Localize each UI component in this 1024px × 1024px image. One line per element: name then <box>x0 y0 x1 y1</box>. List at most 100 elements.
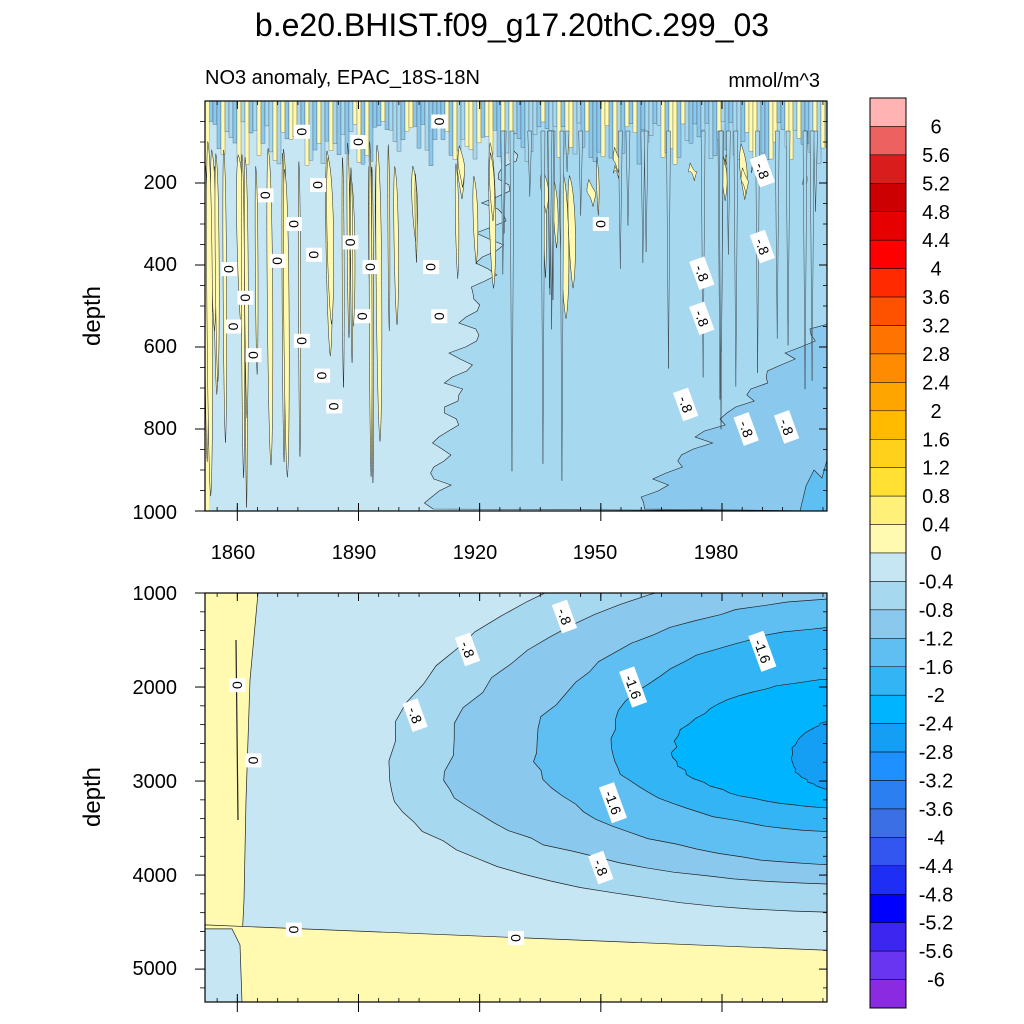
contour-label-text: 0 <box>593 220 609 228</box>
colorbar-label: 4 <box>930 259 941 281</box>
contour-label: 0 <box>362 260 379 275</box>
surface-noise <box>272 101 278 161</box>
surface-noise <box>344 101 350 154</box>
contour-label: -.8 <box>551 599 578 634</box>
field-neg04 <box>205 928 243 1002</box>
colorbar-box <box>869 552 907 582</box>
surface-noise <box>388 101 394 131</box>
streak-neg08 <box>802 130 808 390</box>
field-neg16 <box>799 459 827 511</box>
surface-noise <box>240 101 246 123</box>
contour-label: -.8 <box>672 387 699 422</box>
surface-noise <box>260 101 266 144</box>
surface-noise <box>448 101 454 156</box>
colorbar-label: -6 <box>927 970 945 992</box>
contour-label-bg <box>293 124 310 139</box>
contour-label: 0 <box>314 368 331 383</box>
colorbar-box <box>869 183 907 212</box>
colorbar-label: 6 <box>930 116 941 138</box>
surface-noise <box>764 101 770 161</box>
streak-neg08 <box>726 130 731 255</box>
surface-noise <box>360 101 366 165</box>
surface-noise <box>776 101 782 124</box>
streak-pos04 <box>596 157 600 216</box>
colorbar-box <box>869 837 907 867</box>
xtick-label: 1890 <box>332 542 377 564</box>
surface-noise <box>484 101 490 137</box>
surface-noise <box>692 101 698 125</box>
surface-noise <box>416 101 422 149</box>
surface-noise <box>464 101 470 147</box>
surface-noise <box>348 101 354 132</box>
surface-noise <box>468 101 474 150</box>
contour-label-bg <box>285 217 302 231</box>
chart-title: b.e20.BHIST.f09_g17.20thC.299_03 <box>255 7 769 43</box>
surface-noise <box>400 101 406 140</box>
colorbar-box <box>869 296 907 326</box>
streak-neg08 <box>700 130 706 378</box>
contour-label-bg <box>245 348 262 363</box>
contour-label: 0 <box>310 178 327 193</box>
contour-label-text: 0 <box>350 138 366 146</box>
contour-label-bg <box>508 931 524 946</box>
contour-label: 0 <box>285 922 302 937</box>
contour-label-text: -.8 <box>776 417 797 438</box>
surface-noise <box>404 101 410 132</box>
upper-panel-ticks <box>195 101 827 521</box>
contour-label: 0 <box>423 260 440 275</box>
colorbar-label: 2.8 <box>922 344 950 366</box>
colorbar-box <box>869 439 907 468</box>
surface-noise <box>632 101 638 133</box>
colorbar-box <box>869 694 907 724</box>
surface-noise <box>472 101 478 160</box>
surface-noise <box>256 101 262 156</box>
colorbar-label: -1.6 <box>919 657 953 679</box>
surface-noise <box>384 101 390 130</box>
contour-label-text: 0 <box>326 403 342 411</box>
contour-label: 0 <box>431 309 448 324</box>
field-neg08 <box>423 101 827 511</box>
streak-pos04 <box>283 169 290 478</box>
surface-noise <box>216 101 222 149</box>
contour-label: 0 <box>354 309 371 324</box>
xtick-label: 1920 <box>453 542 498 564</box>
contour-label-bg <box>592 217 609 231</box>
lower-contour-labels: 0 0 0 0 -.8 -.8 -.8 -.8 -1.6 -1.6 -1.6 <box>229 599 777 946</box>
contour-label-bg <box>293 333 310 348</box>
surface-noise <box>208 101 214 122</box>
contour-label-text: 0 <box>229 681 245 689</box>
contour-label: 0 <box>306 247 323 262</box>
streak-pos04 <box>567 174 576 289</box>
contour-label-bg <box>257 188 274 203</box>
colorbar-label: 1.6 <box>922 429 950 451</box>
lower-ylabel: depth <box>79 767 106 827</box>
upper-panel: 200 400 600 800 1000 depth 1860 1890 192… <box>79 100 828 564</box>
surface-noise <box>392 101 398 142</box>
contour-label-bg <box>454 632 481 667</box>
colorbar-label: 3.2 <box>922 316 950 338</box>
contour-label-text: 0 <box>237 294 253 302</box>
surface-noise <box>412 101 418 127</box>
field-neg28 <box>791 721 827 791</box>
streak-neg08 <box>809 130 815 381</box>
surface-noise <box>652 101 658 124</box>
contour-label-bg <box>314 368 331 383</box>
colorbar-box <box>869 865 907 895</box>
contour-label: 0 <box>225 319 242 334</box>
contour-label-bg <box>362 260 379 275</box>
contour-label-text: -.8 <box>457 639 478 660</box>
colorbar-label: 0 <box>930 543 941 565</box>
contour-label-text: -1.6 <box>601 789 624 817</box>
contour-label-text: 0 <box>342 239 358 247</box>
colorbar-box <box>869 751 907 781</box>
surface-noise <box>224 101 230 132</box>
streak-neg08 <box>640 130 646 263</box>
lower-panel-frame <box>204 592 828 1003</box>
contour-label-bg <box>342 235 359 250</box>
surface-noise <box>760 101 766 154</box>
contour-label-text: 0 <box>423 263 439 271</box>
contour-label: 0 <box>342 235 359 250</box>
contour-label-text: 0 <box>294 337 310 345</box>
contour-label-bg <box>773 410 800 444</box>
